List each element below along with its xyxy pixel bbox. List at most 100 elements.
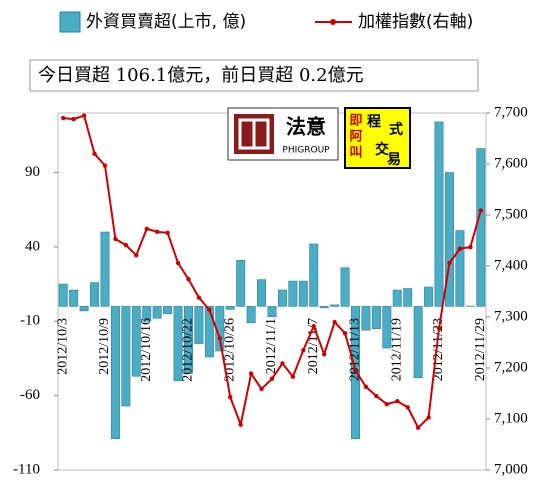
bar — [424, 286, 434, 307]
bar — [319, 306, 329, 309]
legend-label: 加權指數(右軸) — [358, 12, 473, 32]
line-marker — [154, 229, 160, 235]
line-marker — [186, 277, 191, 282]
bar — [257, 279, 267, 307]
line-marker — [248, 371, 254, 376]
line-marker — [478, 208, 483, 213]
line-marker — [280, 361, 285, 366]
bar — [434, 121, 444, 307]
line-marker — [92, 151, 97, 156]
x-tick-label: 2012/11/1 — [264, 318, 279, 374]
bar — [58, 283, 68, 307]
bar — [330, 304, 340, 307]
bar — [152, 306, 162, 319]
line-marker — [81, 113, 87, 118]
line-marker — [61, 115, 66, 121]
line-marker — [134, 253, 139, 258]
line-marker — [207, 307, 212, 313]
line-marker — [269, 376, 275, 381]
line-marker — [342, 331, 348, 336]
bar — [131, 306, 141, 377]
line-marker — [415, 425, 421, 430]
bar — [100, 231, 110, 307]
bar — [455, 230, 465, 307]
bar — [382, 306, 392, 349]
legend-marker — [330, 19, 336, 25]
logo-text: 交 — [375, 141, 389, 158]
bar — [79, 306, 89, 312]
x-tick-label: 2012/11/13 — [348, 318, 363, 381]
x-tick-label: 2012/10/3 — [55, 318, 70, 375]
line-marker — [144, 226, 149, 231]
line-marker — [228, 394, 233, 400]
line-marker — [290, 374, 296, 379]
bar — [163, 306, 173, 315]
x-tick-label: 2012/11/19 — [389, 318, 404, 381]
bar — [340, 267, 350, 307]
line-marker — [363, 384, 369, 390]
line-marker — [196, 295, 202, 300]
x-tick-label: 2012/10/22 — [181, 318, 196, 382]
y2-tick-label: 7,000 — [494, 461, 528, 477]
bar — [413, 306, 423, 379]
line-marker — [175, 260, 181, 266]
bar — [142, 306, 152, 322]
bar — [194, 306, 204, 344]
y-tick-label: 40 — [25, 238, 40, 254]
bar — [444, 172, 454, 307]
logo1: 法意 PHIGROUP — [227, 107, 339, 161]
bar — [309, 243, 319, 307]
logo-text: 阿 — [349, 130, 362, 145]
line-marker — [238, 422, 243, 427]
bar — [236, 259, 246, 307]
y-tick-label: -10 — [20, 313, 40, 329]
bar — [277, 289, 287, 307]
line-marker — [259, 386, 264, 392]
bar — [110, 306, 120, 440]
logo2: 即 阿 叫 程 式 交 易 — [344, 107, 411, 169]
bar — [90, 282, 100, 307]
x-tick-label: 2012/11/7 — [306, 318, 321, 374]
y2-tick-label: 7,400 — [494, 257, 528, 273]
y2-tick-label: 7,500 — [494, 206, 528, 222]
bar — [288, 280, 298, 307]
y-tick-label: -60 — [20, 387, 40, 403]
logo-text: 叫 — [349, 145, 362, 161]
y2-tick-label: 7,300 — [494, 308, 528, 324]
logo-text: PHIGROUP — [282, 146, 330, 156]
x-tick-label: 2012/10/9 — [97, 318, 112, 375]
line-marker — [321, 352, 327, 357]
line-marker — [384, 402, 390, 407]
line-marker — [165, 230, 170, 236]
plot-area — [57, 112, 487, 471]
annotation: 今日買超 106.1億元，前日買超 0.2億元 — [38, 65, 364, 86]
logo-text: 法意 — [286, 115, 326, 139]
bar — [371, 306, 381, 329]
logo-text: 易 — [387, 152, 401, 168]
line-marker — [374, 393, 379, 399]
line-marker — [301, 347, 306, 353]
bar — [361, 306, 371, 331]
bar — [403, 288, 413, 307]
bar — [184, 306, 193, 374]
line-marker — [353, 368, 358, 373]
line-marker — [426, 415, 431, 420]
bar — [69, 289, 79, 307]
bar — [392, 289, 402, 307]
y2-tick-label: 7,700 — [494, 104, 528, 120]
annotation-box — [29, 59, 479, 92]
line-marker — [71, 116, 76, 122]
line-marker — [468, 244, 473, 250]
line-marker — [405, 405, 410, 410]
line-marker — [311, 323, 316, 329]
y2-tick-label: 7,200 — [494, 359, 528, 375]
y-tick-label: 90 — [25, 164, 40, 180]
x-tick-label: 2012/11/29 — [473, 318, 488, 381]
line-marker — [457, 246, 463, 251]
line-marker — [102, 163, 108, 168]
x-tick-label: 2012/10/26 — [222, 318, 237, 382]
logo-text: 程 — [367, 114, 381, 130]
y2-tick-label: 7,600 — [494, 155, 528, 171]
y2-tick-label: 7,100 — [494, 410, 528, 426]
